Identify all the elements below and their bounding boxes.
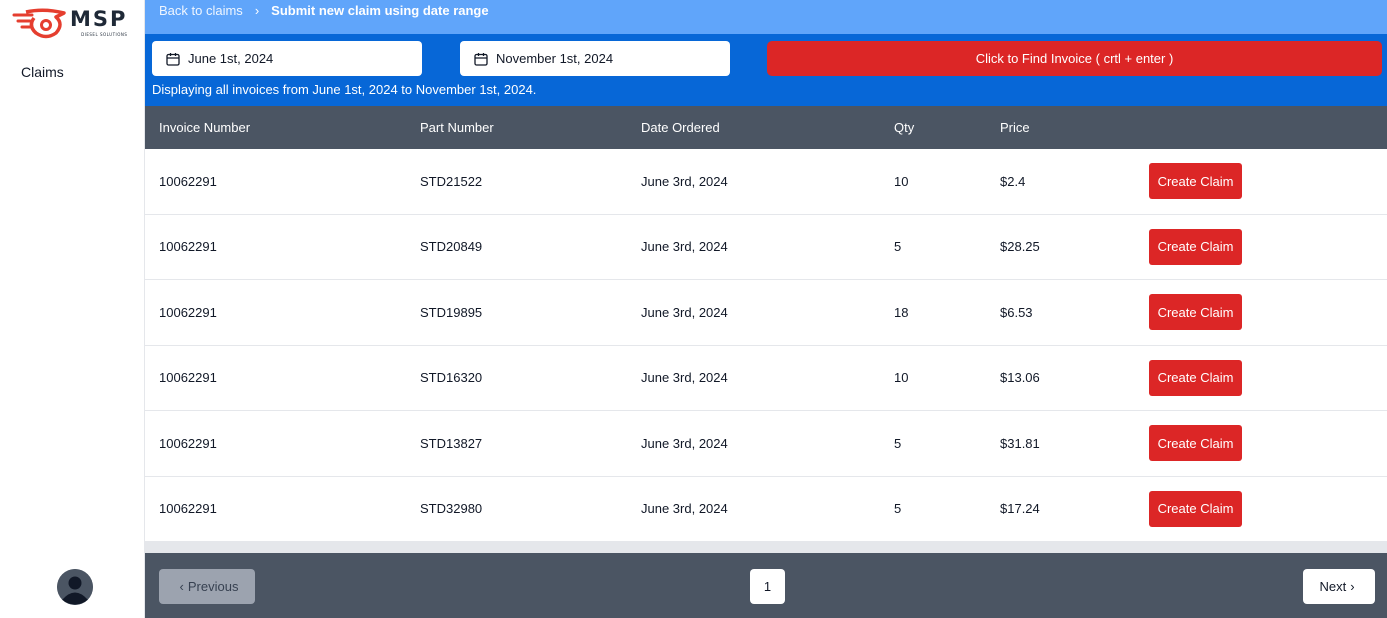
breadcrumb-separator: ›: [254, 3, 260, 18]
create-claim-button[interactable]: Create Claim: [1149, 490, 1242, 527]
create-claim-button[interactable]: Create Claim: [1149, 228, 1242, 265]
price-cell: $28.25: [1000, 239, 1040, 255]
qty-cell: 5: [894, 239, 902, 255]
next-page-button[interactable]: Next ›: [1303, 569, 1375, 604]
price-cell: $2.4: [1000, 173, 1026, 189]
brand-tagline: DIESEL SOLUTIONS: [81, 32, 128, 37]
msp-logo-icon: [12, 8, 66, 39]
start-date-value: June 1st, 2024: [188, 51, 274, 66]
create-claim-button[interactable]: Create Claim: [1149, 163, 1242, 200]
qty-cell: 18: [894, 304, 909, 320]
previous-label: Previous: [187, 579, 239, 594]
price-cell: $6.53: [1000, 304, 1033, 320]
qty-cell: 5: [894, 501, 902, 517]
table-row: 10062291 STD13827 June 3rd, 2024 5 $31.8…: [145, 411, 1387, 477]
part-number-cell: STD13827: [420, 435, 483, 451]
sidebar: MSP DIESEL SOLUTIONS Claims: [0, 0, 145, 618]
page-number-button[interactable]: 1: [750, 569, 785, 604]
next-label: Next: [1319, 579, 1347, 594]
price-cell: $13.06: [1000, 370, 1040, 386]
create-claim-button[interactable]: Create Claim: [1149, 359, 1242, 396]
range-summary: Displaying all invoices from June 1st, 2…: [152, 82, 537, 97]
find-invoice-button[interactable]: Click to Find Invoice ( crtl + enter ): [767, 41, 1382, 76]
avatar[interactable]: [57, 569, 93, 605]
sidebar-item-claims[interactable]: Claims: [21, 64, 64, 80]
table-row: 10062291 STD32980 June 3rd, 2024 5 $17.2…: [145, 476, 1387, 542]
column-header-invoice[interactable]: Invoice Number: [159, 120, 251, 135]
back-to-claims-link[interactable]: Back to claims: [159, 3, 243, 18]
column-header-date[interactable]: Date Ordered: [641, 120, 720, 135]
end-date-value: November 1st, 2024: [496, 51, 614, 66]
chevron-right-icon: ›: [1350, 579, 1355, 594]
part-number-cell: STD21522: [420, 173, 483, 189]
column-header-price[interactable]: Price: [1000, 120, 1030, 135]
table-row: 10062291 STD19895 June 3rd, 2024 18 $6.5…: [145, 280, 1387, 346]
page-title: Submit new claim using date range: [271, 3, 489, 18]
chevron-left-icon: ‹: [179, 579, 184, 594]
start-date-picker[interactable]: June 1st, 2024: [152, 41, 422, 76]
table-row: 10062291 STD21522 June 3rd, 2024 10 $2.4…: [145, 149, 1387, 215]
invoice-number-cell: 10062291: [159, 435, 217, 451]
create-claim-button[interactable]: Create Claim: [1149, 425, 1242, 462]
date-range-filter: June 1st, 2024 November 1st, 2024 Click …: [145, 34, 1387, 106]
price-cell: $31.81: [1000, 435, 1040, 451]
end-date-picker[interactable]: November 1st, 2024: [460, 41, 730, 76]
date-ordered-cell: June 3rd, 2024: [641, 501, 728, 517]
brand-name: MSP: [70, 7, 128, 31]
qty-cell: 10: [894, 370, 909, 386]
invoice-number-cell: 10062291: [159, 173, 217, 189]
brand-logo[interactable]: MSP DIESEL SOLUTIONS: [12, 6, 137, 42]
invoice-number-cell: 10062291: [159, 239, 217, 255]
date-ordered-cell: June 3rd, 2024: [641, 304, 728, 320]
table-row: 10062291 STD16320 June 3rd, 2024 10 $13.…: [145, 345, 1387, 411]
column-header-qty[interactable]: Qty: [894, 120, 915, 135]
invoice-number-cell: 10062291: [159, 304, 217, 320]
calendar-icon: [166, 52, 180, 66]
part-number-cell: STD32980: [420, 501, 483, 517]
qty-cell: 5: [894, 435, 902, 451]
create-claim-button[interactable]: Create Claim: [1149, 294, 1242, 331]
calendar-icon: [474, 52, 488, 66]
user-icon: [57, 569, 93, 605]
previous-page-button[interactable]: ‹ Previous: [159, 569, 255, 604]
invoice-table: Invoice Number Part Number Date Ordered …: [145, 106, 1387, 542]
table-header: Invoice Number Part Number Date Ordered …: [145, 106, 1387, 149]
part-number-cell: STD20849: [420, 239, 483, 255]
date-ordered-cell: June 3rd, 2024: [641, 173, 728, 189]
horizontal-scrollbar[interactable]: [145, 541, 1387, 553]
invoice-number-cell: 10062291: [159, 501, 217, 517]
invoice-number-cell: 10062291: [159, 370, 217, 386]
qty-cell: 10: [894, 173, 909, 189]
price-cell: $17.24: [1000, 501, 1040, 517]
part-number-cell: STD16320: [420, 370, 483, 386]
breadcrumb: Back to claims › Submit new claim using …: [145, 0, 1387, 34]
date-ordered-cell: June 3rd, 2024: [641, 370, 728, 386]
date-ordered-cell: June 3rd, 2024: [641, 239, 728, 255]
table-row: 10062291 STD20849 June 3rd, 2024 5 $28.2…: [145, 214, 1387, 280]
date-ordered-cell: June 3rd, 2024: [641, 435, 728, 451]
part-number-cell: STD19895: [420, 304, 483, 320]
column-header-part[interactable]: Part Number: [420, 120, 494, 135]
pagination: ‹ Previous 1 Next ›: [145, 553, 1387, 618]
